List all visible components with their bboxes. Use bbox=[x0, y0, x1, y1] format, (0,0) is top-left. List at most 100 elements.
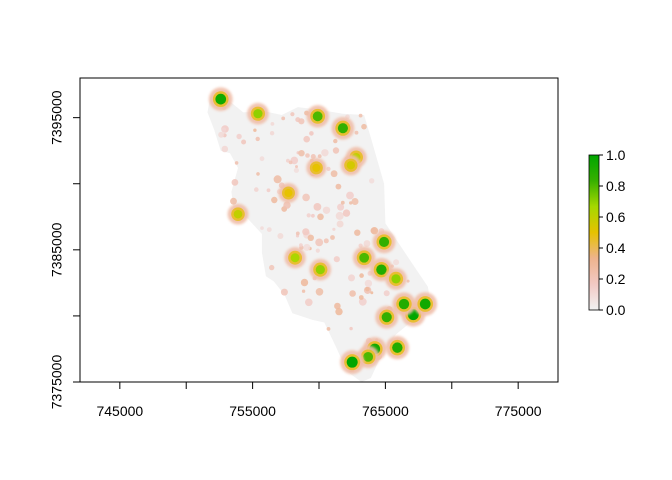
raster-cell bbox=[241, 139, 247, 145]
raster-cell bbox=[253, 187, 259, 192]
hotspot bbox=[306, 157, 327, 178]
raster-cell bbox=[307, 234, 314, 241]
raster-cell bbox=[253, 128, 257, 132]
raster-cell bbox=[340, 200, 345, 205]
raster-cell bbox=[266, 188, 271, 193]
color-legend: 0.0 0.2 0.4 0.6 0.8 1.0 bbox=[588, 147, 626, 318]
raster-cell bbox=[317, 213, 324, 221]
x-axis: 745000 755000 765000 775000 bbox=[96, 382, 542, 419]
raster-cell bbox=[260, 226, 264, 230]
raster-cell bbox=[231, 179, 239, 186]
raster-cell bbox=[280, 288, 288, 296]
raster-cell bbox=[277, 233, 284, 239]
raster-cell bbox=[315, 248, 320, 253]
raster-cell bbox=[361, 123, 367, 130]
raster-cell bbox=[342, 209, 351, 217]
hotspot bbox=[340, 155, 362, 176]
raster-cell bbox=[335, 211, 344, 220]
raster-cell bbox=[326, 327, 331, 331]
raster-cell bbox=[364, 279, 373, 288]
raster-cell bbox=[335, 307, 343, 316]
raster-cell bbox=[333, 256, 340, 263]
raster-cell bbox=[303, 135, 311, 143]
raster-cell bbox=[286, 158, 290, 163]
raster-cell bbox=[322, 206, 331, 214]
raster-cell bbox=[305, 298, 313, 307]
raster-cell bbox=[354, 229, 361, 236]
raster-cell bbox=[358, 243, 363, 248]
raster-cell bbox=[317, 154, 322, 159]
hotspot bbox=[352, 246, 376, 269]
raster-cell bbox=[236, 133, 242, 140]
raster-cell bbox=[335, 183, 342, 190]
raster-cell bbox=[363, 240, 371, 247]
legend-colorbar bbox=[588, 154, 600, 311]
raster-cell bbox=[269, 264, 275, 271]
raster-cell bbox=[255, 136, 260, 142]
raster-cell bbox=[270, 122, 275, 126]
raster-cell bbox=[348, 274, 355, 282]
raster-cell bbox=[290, 112, 295, 117]
raster-cell bbox=[358, 113, 363, 118]
raster-cell bbox=[359, 273, 364, 278]
legend-tick-label: 0.4 bbox=[606, 240, 626, 256]
raster-cell bbox=[309, 131, 314, 136]
hotspot bbox=[284, 247, 306, 269]
raster-cell bbox=[365, 286, 370, 292]
raster-cell bbox=[300, 278, 309, 287]
hotspot bbox=[208, 87, 233, 111]
hotspot bbox=[227, 203, 249, 225]
raster-cell bbox=[299, 243, 303, 248]
raster-cell bbox=[346, 191, 354, 200]
raster-cell bbox=[358, 295, 364, 300]
raster-cell bbox=[295, 165, 298, 169]
raster-cell bbox=[311, 213, 315, 218]
raster-cell bbox=[369, 178, 375, 184]
raster-cell bbox=[333, 138, 338, 144]
raster-cell bbox=[298, 118, 305, 125]
raster-cell bbox=[281, 116, 286, 121]
x-tick-label: 755000 bbox=[229, 403, 276, 419]
legend-tick-label: 1.0 bbox=[606, 147, 626, 163]
hotspot bbox=[309, 258, 332, 281]
x-tick-label: 765000 bbox=[362, 403, 409, 419]
hotspot bbox=[413, 292, 438, 316]
hotspot bbox=[375, 305, 399, 329]
raster-cell bbox=[321, 149, 329, 157]
raster-cell bbox=[295, 231, 300, 236]
legend-tick-label: 0.6 bbox=[606, 209, 626, 225]
raster-cell bbox=[393, 259, 400, 266]
raster-cell bbox=[273, 175, 282, 184]
hotspot bbox=[385, 268, 407, 290]
raster-cell bbox=[302, 193, 310, 202]
raster-cell bbox=[310, 154, 316, 159]
raster-cell bbox=[351, 198, 359, 205]
raster-cell bbox=[234, 161, 239, 165]
map-hotspots bbox=[208, 87, 438, 375]
raster-cell bbox=[326, 166, 331, 171]
raster-cell bbox=[266, 227, 272, 233]
legend-tick-label: 0.8 bbox=[606, 178, 626, 194]
raster-cell bbox=[301, 289, 306, 293]
raster-cell bbox=[370, 227, 379, 235]
raster-cell bbox=[383, 290, 390, 297]
raster-cell bbox=[330, 170, 338, 178]
hotspot bbox=[392, 292, 416, 316]
raster-cell bbox=[332, 147, 340, 154]
raster-cell bbox=[330, 235, 335, 240]
raster-cell bbox=[256, 172, 260, 176]
raster-cell bbox=[288, 160, 293, 165]
raster-cell bbox=[221, 127, 227, 132]
x-tick-label: 745000 bbox=[96, 403, 143, 419]
raster-cell bbox=[283, 201, 291, 209]
raster-cell bbox=[230, 197, 237, 205]
raster-cell bbox=[334, 302, 341, 310]
hotspot bbox=[306, 105, 329, 128]
raster-cell bbox=[305, 153, 310, 158]
raster-cell bbox=[354, 130, 359, 135]
legend-tick-label: 0.0 bbox=[606, 302, 626, 318]
raster-cell bbox=[221, 145, 229, 153]
raster-cell bbox=[315, 238, 324, 247]
raster-cell bbox=[349, 290, 356, 297]
raster-cell bbox=[336, 220, 344, 228]
